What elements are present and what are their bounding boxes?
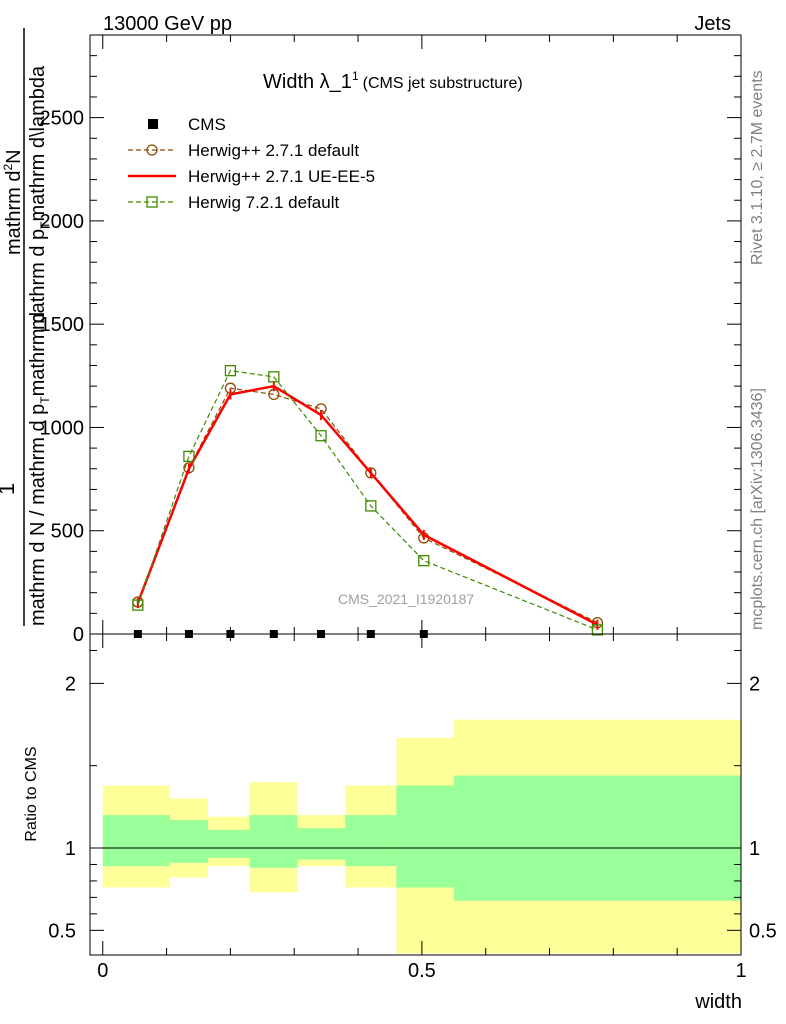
series-marker-square (418, 555, 430, 567)
ratio-y-tick-label-right: 2 (749, 673, 760, 695)
header-left: 13000 GeV pp (103, 13, 232, 35)
series-line (137, 387, 598, 624)
ratio-y-tick-label-right: 1 (749, 838, 760, 860)
ratio-bands (90, 719, 741, 954)
series-marker-square (591, 624, 604, 636)
series-marker-square (224, 364, 237, 377)
legend-marker-circle (146, 144, 158, 156)
y-tick-label: 1000 (40, 417, 85, 439)
y-label-top-num: mathrm d2N (1, 149, 25, 255)
y-axis-label: 1 mathrm d N / mathrm d pTmathrm d mathr… (0, 28, 52, 626)
series-marker-square (365, 500, 377, 512)
y-tick-label: 500 (51, 521, 84, 543)
ratio-panel: 0.5 0.51 12 20 0.5 1 Ratio to CMS width (23, 633, 777, 1013)
y-label-den: mathrm d N / mathrm d pTmathrm d (27, 312, 52, 626)
legend-label: Herwig++ 2.7.1 UE-EE-5 (188, 167, 375, 186)
y-tick-label: 2500 (40, 108, 85, 130)
legend-marker-cms (148, 119, 158, 129)
mcplots-info: mcplots.cern.ch [arXiv:1306.3436] (749, 388, 766, 630)
series-marker-square (315, 430, 327, 442)
series-line (137, 369, 598, 631)
y-label-top-den: mathrm d pTmathrm d\lambda (27, 65, 52, 330)
ratio-band-inner (453, 775, 741, 901)
y-label-num: 1 (0, 483, 19, 495)
ratio-band-inner (345, 815, 397, 867)
ratio-x-tick-label: 0.5 (408, 960, 436, 982)
ratio-y-tick-label: 2 (65, 673, 76, 695)
y-tick-label: 0 (73, 624, 84, 646)
series-marker-square (183, 450, 195, 463)
main-panel: 0 500 1000 1500 2000 2500 Width λ_11 (CMS jet … (40, 34, 742, 646)
y-tick-label: 1500 (40, 314, 85, 336)
rivet-info: Rivet 3.1.10, ≥ 2.7M events (749, 70, 766, 265)
ratio-band-inner (208, 829, 250, 858)
y-tick-label: 2000 (40, 211, 85, 233)
ratio-band-inner (169, 820, 209, 863)
legend-marker-square (146, 196, 158, 208)
ratio-frame (89, 633, 742, 956)
ratio-band-inner (297, 828, 346, 860)
legend-label: Herwig++ 2.7.1 default (188, 141, 359, 160)
watermark: CMS_2021_I1920187 (338, 591, 474, 607)
ratio-x-tick-label: 0 (97, 960, 108, 982)
ratio-x-tick-label: 1 (735, 960, 746, 982)
ratio-y-tick-label: 1 (65, 838, 76, 860)
chart-title: Width λ_11 (CMS jet substructure) (263, 69, 523, 93)
ratio-band-inner (102, 815, 170, 867)
series-marker-square (132, 599, 144, 611)
series-line (136, 384, 598, 626)
legend: CMS Herwig++ 2.7.1 default Herwig++ 2.7.1 … (128, 115, 375, 212)
ratio-y-tick-label: 0.5 (48, 920, 76, 942)
ratio-band-inner (249, 815, 298, 868)
legend-label: CMS (188, 115, 226, 134)
x-axis-label: width (694, 991, 742, 1013)
legend-label: Herwig 7.2.1 default (188, 193, 339, 212)
header-right: Jets (694, 13, 731, 35)
ratio-y-tick-label-right: 0.5 (749, 920, 777, 942)
main-y-ticks: 0 500 1000 1500 2000 2500 (40, 35, 742, 646)
ratio-band-inner (396, 785, 454, 888)
ratio-ticks: 0.5 0.51 12 20 0.5 1 (48, 634, 777, 982)
series-marker-square (268, 371, 280, 383)
ratio-y-label: Ratio to CMS (23, 746, 40, 841)
